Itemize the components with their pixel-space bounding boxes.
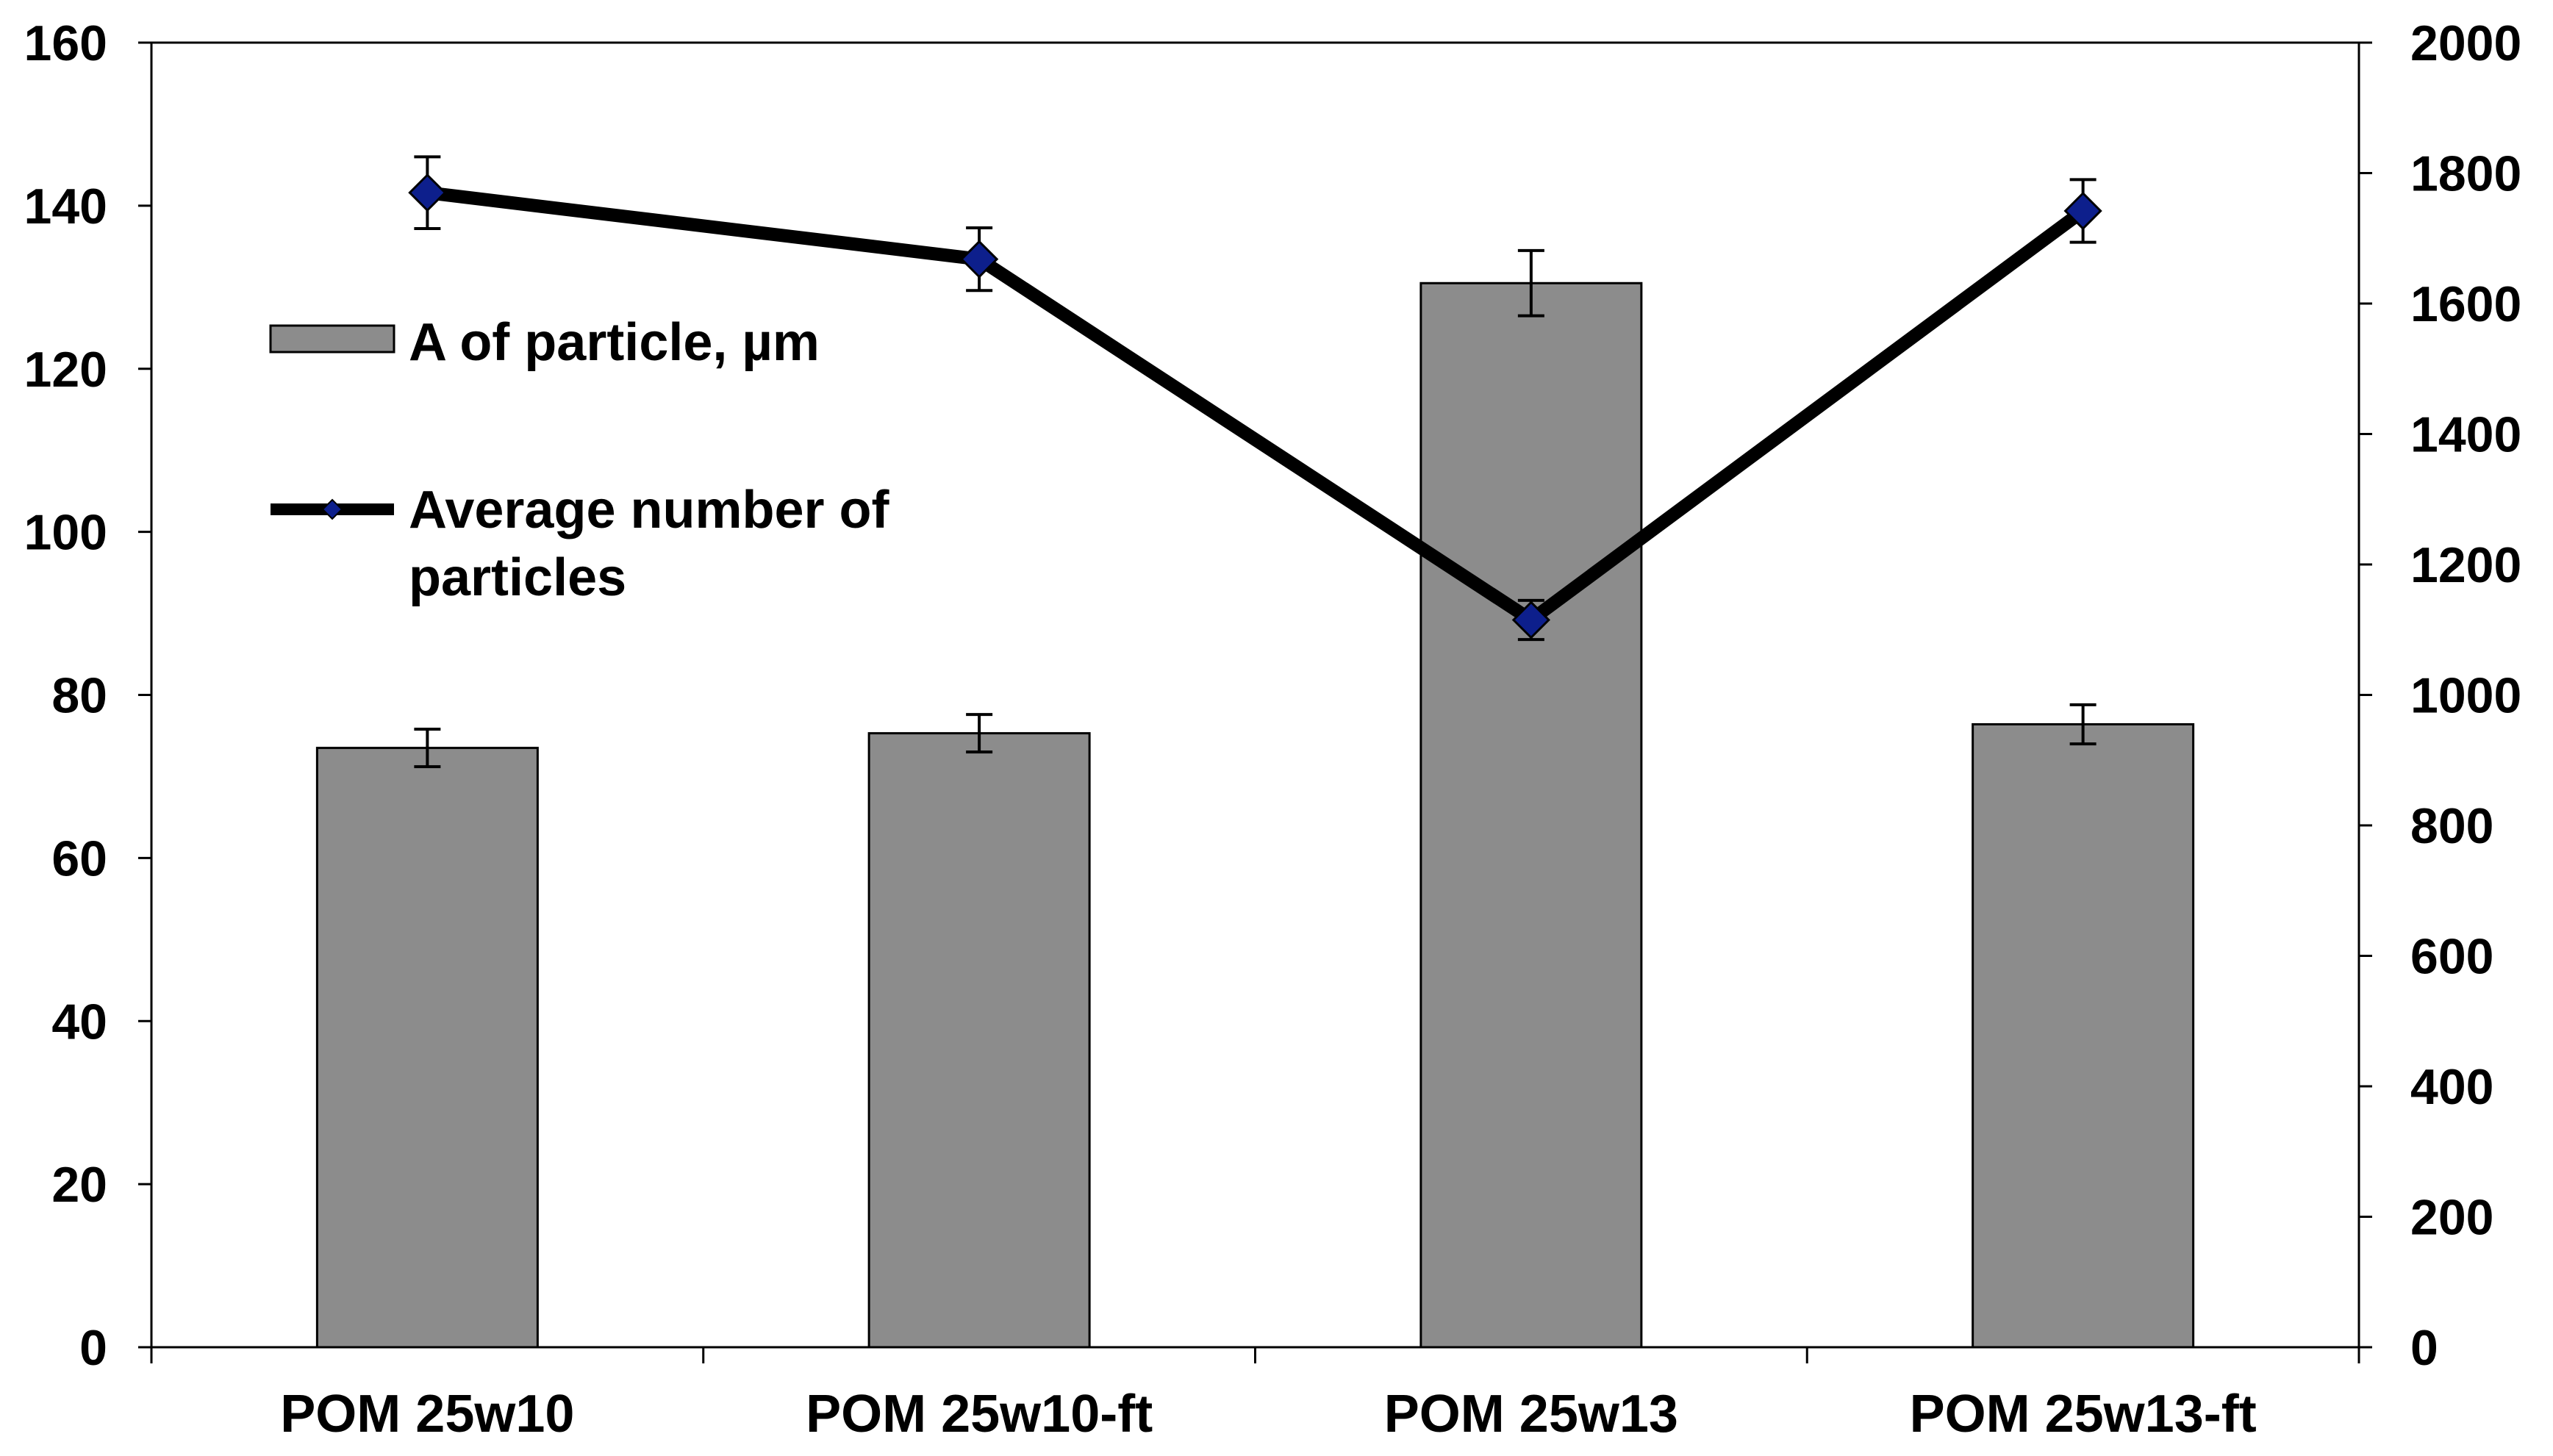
axes-layer: 0204060801001201401600200400600800100012…	[24, 15, 2522, 1444]
y-right-tick-label: 1200	[2410, 537, 2521, 593]
y-right-tick-label: 2000	[2410, 15, 2521, 71]
legend-line-label-1: Average number of	[409, 481, 890, 539]
y-left-tick-label: 160	[24, 15, 107, 71]
line-point-4	[2063, 191, 2102, 231]
y-right-tick-label: 200	[2410, 1190, 2493, 1246]
y-left-tick-label: 20	[51, 1157, 107, 1213]
legend-line-label-2: particles	[409, 548, 626, 607]
line-point-1	[408, 173, 447, 212]
x-tick-label: POM 25w10	[280, 1385, 574, 1444]
line-layer	[408, 155, 2102, 642]
y-left-tick-label: 120	[24, 342, 107, 398]
bar-4	[1972, 722, 2195, 1349]
legend-bar-label: A of particle, µm	[409, 313, 820, 372]
y-left-tick-label: 80	[51, 668, 107, 724]
x-tick-label: POM 25w10-ft	[806, 1385, 1153, 1444]
y-left-tick-label: 40	[51, 994, 107, 1050]
legend: A of particle, µm Average number of part…	[269, 313, 890, 607]
y-right-tick-label: 1400	[2410, 407, 2521, 463]
y-right-tick-label: 400	[2410, 1059, 2493, 1115]
y-right-tick-label: 1600	[2410, 276, 2521, 332]
x-tick-label: POM 25w13	[1384, 1385, 1678, 1444]
line-series-path	[420, 186, 2090, 627]
y-left-tick-label: 100	[24, 505, 107, 561]
y-right-tick-label: 0	[2410, 1320, 2438, 1376]
y-left-tick-label: 0	[79, 1320, 107, 1376]
legend-line-marker	[321, 498, 343, 520]
bar-errors-layer	[414, 248, 2097, 769]
legend-bar-swatch	[269, 324, 395, 354]
y-right-tick-label: 600	[2410, 929, 2493, 985]
bar-1	[315, 747, 539, 1349]
bars-layer	[315, 281, 2195, 1349]
y-right-tick-label: 1000	[2410, 668, 2521, 724]
y-right-tick-label: 1800	[2410, 146, 2521, 202]
x-tick-label: POM 25w13-ft	[1910, 1385, 2257, 1444]
line-point-3	[1511, 600, 1551, 639]
bar-3	[1419, 281, 1643, 1349]
y-right-tick-label: 800	[2410, 798, 2493, 854]
y-left-tick-label: 60	[51, 831, 107, 886]
y-left-tick-label: 140	[24, 179, 107, 234]
bar-2	[867, 732, 1091, 1349]
line-point-2	[960, 240, 999, 279]
